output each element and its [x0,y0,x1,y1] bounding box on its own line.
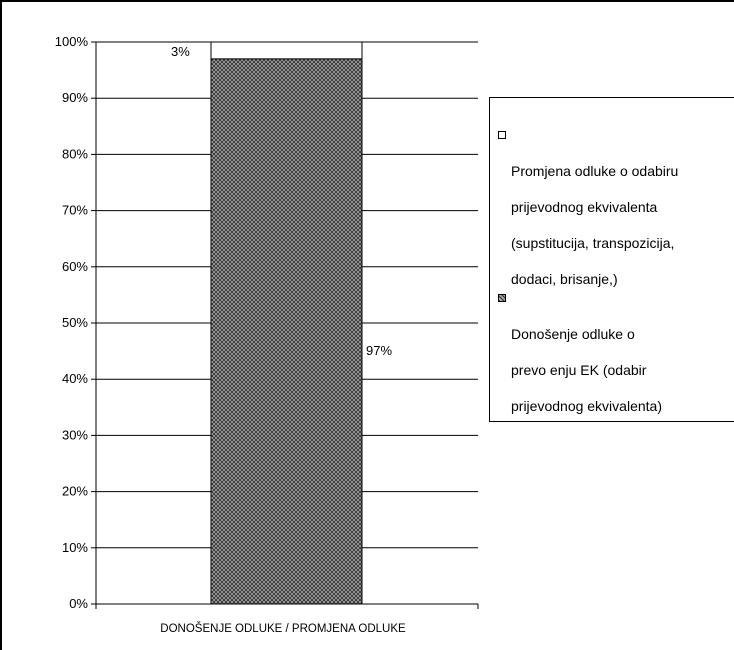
y-tick-label: 0% [69,596,88,611]
y-tick-label: 20% [62,484,88,499]
data-label: 97% [366,343,392,358]
legend: Promjena odluke o odabiru prijevodnog ek… [489,97,734,422]
y-tick-label: 10% [62,540,88,555]
legend-entry-promjena: Promjena odluke o odabiru prijevodnog ek… [498,126,734,306]
y-tick-label: 60% [62,259,88,274]
legend-line: (supstitucija, transpozicija, [511,235,675,251]
legend-line: dodaci, brisanje,) [511,271,618,287]
legend-line: prevo enju EK (odabir [511,362,647,378]
data-label: 3% [171,44,190,59]
y-tick-label: 40% [62,371,88,386]
y-tick-label: 50% [62,315,88,330]
legend-line: prijevodnog ekvivalenta [511,199,658,215]
y-tick-label: 100% [55,34,89,49]
y-tick-label: 30% [62,427,88,442]
y-tick-label: 70% [62,203,88,218]
legend-swatch-donosenje [498,294,506,302]
y-tick-label: 80% [62,146,88,161]
legend-line: Donošenje odluke o [511,326,635,342]
y-tick-label: 90% [62,90,88,105]
legend-line: prijevodnog ekvivalenta) [511,398,662,414]
bar-segment [210,58,363,605]
legend-line: Promjena odluke o odabiru [511,163,679,179]
legend-entry-donosenje: Donošenje odluke o prevo enju EK (odabir… [498,289,734,433]
x-category-label: DONOŠENJE ODLUKE / PROMJENA ODLUKE [160,622,406,635]
bar-segment [210,41,363,60]
legend-swatch-promjena [498,131,506,139]
